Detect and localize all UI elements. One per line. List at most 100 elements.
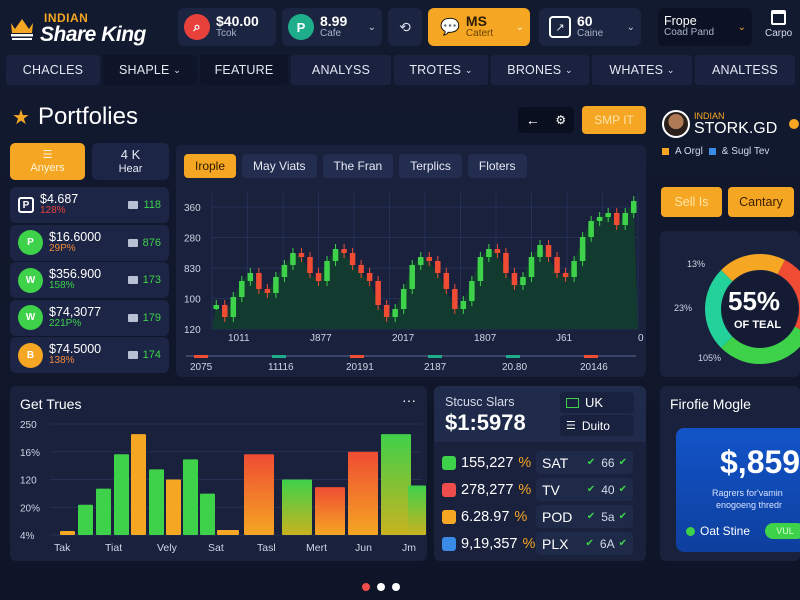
svg-text:Vely: Vely [157, 542, 178, 554]
color-swatch-icon [442, 510, 456, 524]
asset-count: 173 [142, 274, 161, 286]
sell-button[interactable]: Sell Is [661, 187, 722, 217]
check-icon: ✔ [618, 538, 627, 549]
nav-item-analtess[interactable]: ANALTESS [695, 55, 795, 85]
back-arrow-icon[interactable]: ← [525, 112, 540, 128]
brand-logo[interactable]: INDIAN Share King [8, 8, 168, 48]
svg-text:4%: 4% [20, 531, 35, 542]
color-swatch-icon [442, 537, 456, 551]
chart-tab-may-viats[interactable]: May Viats [242, 154, 317, 178]
chart-tab-irople[interactable]: Irople [184, 154, 237, 178]
briefcase-icon [127, 351, 138, 359]
cantary-button[interactable]: Cantary [728, 187, 794, 217]
svg-text:120: 120 [184, 325, 201, 336]
svg-text:Tiat: Tiat [105, 542, 122, 554]
chart-tab-floters[interactable]: Floters [467, 154, 527, 178]
settings-icon[interactable]: ⚙ [555, 113, 567, 127]
tag-label: SAT [542, 454, 569, 471]
page-dot-1[interactable] [362, 583, 370, 591]
duito-select[interactable]: ☰ Duito [560, 415, 634, 436]
nav-item-analyss[interactable]: ANALYSS [291, 55, 391, 85]
nav-item-brones[interactable]: BRONES ⌄ [491, 55, 589, 85]
mogle-desc: enogoeng thredr [716, 500, 783, 510]
chevron-down-icon: ⌄ [666, 64, 675, 75]
profile-top: INDIAN [694, 110, 725, 121]
stats-row: 155,227% [442, 451, 531, 475]
chevron-down-icon: ⌄ [737, 21, 746, 33]
portfolio-item[interactable]: P $4.687 128% 118 [10, 187, 169, 223]
tab-value: 4 K [120, 146, 141, 162]
region-select-uk[interactable]: UK [560, 392, 634, 413]
status-badge[interactable]: VUL [765, 523, 800, 539]
asset-amount: $16.6000 [49, 229, 102, 244]
nav-item-whates[interactable]: WHATES ⌄ [592, 55, 692, 85]
header-label: Caine [577, 28, 604, 40]
stat-tag[interactable]: TV ✔ 40 ✔ [536, 478, 633, 501]
bar-chart-title: Get Trues [20, 396, 82, 412]
tag-label: TV [542, 481, 560, 498]
nav-item-trotes[interactable]: TROTES ⌄ [394, 55, 488, 85]
stat-tag[interactable]: SAT ✔ 66 ✔ [536, 451, 633, 474]
smp-it-button[interactable]: SMP IT [582, 106, 646, 134]
tab-anyers[interactable]: ☰ Anyers [10, 143, 85, 180]
color-swatch-icon [442, 483, 456, 497]
nav-label: WHATES [609, 63, 664, 77]
header-select-frope[interactable]: Frope Coad Pand ⌄ [658, 8, 752, 46]
nav-item-chacles[interactable]: CHACLES [6, 55, 100, 85]
svg-text:J877: J877 [310, 333, 332, 344]
nav-item-shaple[interactable]: SHAPLE ⌄ [103, 55, 197, 85]
portfolio-item[interactable]: W $74,3077 221P% 179 [10, 299, 169, 336]
candlestick-chart[interactable]: 360 280 830 100 120 1011 J877 2017 1807 J61 0 2075 1… [176, 187, 646, 377]
bar-chart[interactable]: 250 16% 120 20% 4% Tak Tiat Vely Sat Tasl Mert Jun J… [10, 416, 427, 561]
portfolio-item[interactable]: W $356.900 158% 173 [10, 262, 169, 298]
page-dot-2[interactable] [377, 583, 385, 591]
page-dot-3[interactable] [392, 583, 400, 591]
refresh-button[interactable]: ⟲ [388, 8, 422, 46]
header-card-ms[interactable]: 💬 MS Catert ⌄ [428, 8, 530, 46]
asset-count: 876 [142, 236, 161, 249]
menu-lines-icon: ☰ [566, 420, 576, 432]
mogle-title: Firofie Mogle [670, 396, 751, 412]
profile-block: INDIAN STORK.GD A Orgl & Sugl Tev [662, 110, 800, 157]
tab-hear[interactable]: 4 K Hear [92, 143, 169, 180]
stat-tag[interactable]: POD ✔ 5a ✔ [536, 505, 633, 528]
svg-text:360: 360 [184, 203, 201, 214]
chart-tab-terplics[interactable]: Terplics [399, 154, 462, 178]
crown-icon [11, 19, 33, 40]
nav-item-feature[interactable]: FEATURE [200, 55, 288, 85]
donut-center-label: OF TEAL [734, 319, 782, 331]
tag-count: 40 [601, 482, 615, 497]
search-icon: ⌕ [184, 14, 210, 40]
nav-label: ANALTESS [712, 63, 778, 77]
check-icon: ✔ [618, 484, 627, 495]
calendar-button[interactable]: Carpo [765, 10, 792, 39]
portfolio-item[interactable]: B $74.5000 138% 174 [10, 337, 169, 373]
header-card-cafe[interactable]: P 8.99 Cafe ⌄ [282, 8, 382, 46]
avatar[interactable] [662, 110, 690, 138]
color-swatch-icon [442, 456, 456, 470]
header-value: Frope [664, 14, 697, 29]
mogle-value: $,859 [720, 444, 800, 480]
asset-count: 118 [143, 199, 161, 211]
svg-text:0: 0 [638, 333, 644, 344]
header-card-caine[interactable]: ↗ 60 Caine ⌄ [539, 8, 641, 46]
asset-count: 174 [142, 349, 161, 361]
portfolio-item[interactable]: P $16.6000 29P% 876 [10, 224, 169, 261]
mogle-panel: $,859 Ragrers for'vamin enogoeng thredr … [676, 428, 800, 552]
nav-label: CHACLES [22, 63, 84, 77]
svg-text:2075: 2075 [190, 362, 213, 373]
asset-icon: W [18, 305, 43, 330]
chart-tab-the-fran[interactable]: The Fran [322, 154, 394, 178]
chevron-down-icon: ⌄ [367, 21, 376, 33]
more-menu-icon[interactable]: ··· [402, 392, 416, 408]
header-card-tcok[interactable]: ⌕ $40.00 Tcok [178, 8, 276, 46]
svg-text:1011: 1011 [228, 333, 250, 344]
stat-tag[interactable]: PLX ✔ 6A ✔ [536, 532, 633, 555]
svg-text:20.80: 20.80 [502, 362, 527, 373]
asset-change: 128% [40, 205, 66, 217]
chevron-down-icon: ⌄ [464, 64, 473, 75]
donut-chart[interactable] [660, 231, 800, 377]
svg-text:1807: 1807 [474, 333, 497, 344]
tag-square-icon [662, 148, 669, 155]
